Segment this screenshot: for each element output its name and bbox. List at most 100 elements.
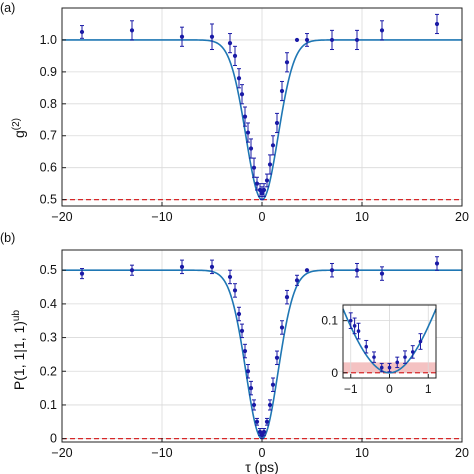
panel-b-xtick-label-4: 20	[455, 446, 469, 460]
panel-a-point-22	[294, 37, 300, 43]
panel-a-point-16	[264, 178, 270, 183]
panel-b-point-2	[179, 264, 185, 269]
panel-b-point-15	[261, 429, 267, 434]
panel-b-xtick-label-2: 0	[259, 446, 266, 460]
inset-point-10	[418, 339, 423, 344]
panel-a-point-0	[79, 29, 85, 35]
panel-a-ytick-label-1: 0.6	[40, 161, 57, 175]
panel-b-point-19	[274, 355, 280, 360]
inset-point-3	[364, 344, 369, 349]
panel-a-point-21	[284, 60, 290, 65]
panel-a-point-1	[129, 28, 135, 33]
panel-b-ytick-label-5: 0.5	[40, 263, 57, 277]
panel-a-xtick-label-3: 10	[355, 210, 369, 224]
panel-a-point-23	[304, 37, 310, 43]
panel-a-xtick-label-0: −20	[51, 210, 72, 224]
panel-b-point-20	[279, 325, 285, 330]
panel-b-point-9	[245, 369, 251, 374]
inset-point-6	[387, 365, 392, 370]
panel-a-point-18	[270, 143, 276, 148]
panel-a-ytick-label-2: 0.7	[40, 129, 57, 143]
panel-a-point-9	[245, 130, 251, 135]
panel-b-ytick-label-0: 0	[50, 432, 57, 446]
inset-point-4	[372, 355, 376, 359]
panel-a-xtick-label-1: −10	[151, 210, 172, 224]
panel-b-point-4	[227, 274, 233, 280]
inset-xtick-label-1: 0	[386, 382, 393, 396]
panel-a-point-20	[279, 88, 285, 94]
inset-xtick-label-2: 1	[425, 382, 432, 396]
panel-b-inset: −1 0 1 0 0.1	[321, 304, 437, 396]
inset-point-5	[379, 365, 384, 370]
panel-b-point-18	[270, 382, 276, 387]
panel-b-point-1	[129, 268, 135, 273]
inset-ytick-label-0: 0	[331, 366, 338, 380]
panel-label-b: (b)	[0, 231, 15, 245]
panel-b-ytick-label-1: 0.1	[40, 398, 57, 412]
panel-a-point-5	[232, 53, 238, 59]
panel-b-xlabel: τ (ps)	[245, 459, 279, 474]
panel-b-ylabel: P(1, 1|1, 1)ub	[11, 309, 27, 390]
panel-a-ylabel: g(2)	[11, 118, 27, 138]
panel-a-point-17	[267, 162, 273, 167]
panel-b-point-10	[248, 386, 254, 391]
inset-point-7	[395, 360, 400, 365]
panel-b-point-11	[251, 402, 257, 408]
inset-point-1	[352, 324, 357, 328]
panel-a-point-27	[434, 21, 440, 27]
inset-point-0	[348, 318, 353, 323]
inset-xtick-label-0: −1	[344, 382, 358, 396]
panel-b-point-3	[209, 264, 215, 269]
inset-ytick-label-1: 0.1	[321, 314, 338, 328]
panel-a-point-10	[248, 146, 254, 151]
panel-b-point-7	[239, 328, 245, 333]
panel-a-ytick-label-3: 0.8	[40, 97, 57, 111]
panel-a-point-4	[227, 41, 233, 46]
panel-a-point-14	[259, 191, 265, 196]
panel-a-point-11	[251, 165, 257, 170]
panel-b-point-5	[232, 288, 238, 293]
panel-b-point-17	[267, 402, 273, 408]
panel-b-point-16	[264, 419, 270, 424]
panel-a-point-15	[261, 187, 267, 193]
panel-a-ytick-label-4: 0.9	[40, 65, 57, 79]
panel-b-point-0	[79, 271, 85, 276]
panel-b-point-23	[304, 268, 310, 273]
panel-b-point-8	[242, 348, 248, 354]
panel-a-point-24	[329, 37, 335, 43]
panel-a-point-19	[274, 120, 280, 126]
panel-a-point-25	[354, 37, 360, 43]
panel-a-xtick-label-2: 0	[259, 210, 266, 224]
panel-b-point-26	[379, 271, 385, 276]
panel-a-point-8	[242, 114, 248, 119]
panel-b-xtick-label-0: −20	[51, 446, 72, 460]
inset-point-8	[403, 355, 407, 359]
inset-point-9	[410, 350, 415, 354]
panel-a-xtick-label-4: 20	[455, 210, 469, 224]
panel-b-xtick-label-1: −10	[151, 446, 172, 460]
panel-b-point-24	[329, 268, 335, 273]
panel-b-point-6	[236, 311, 242, 317]
panel-b-point-27	[434, 261, 440, 266]
panel-a-point-2	[179, 34, 185, 39]
panel-b-xtick-label-3: 10	[355, 446, 369, 460]
panel-a-ytick-label-0: 0.5	[40, 193, 57, 207]
panel-b-point-22	[294, 278, 300, 283]
panel-a-point-3	[209, 34, 215, 39]
panel-a-point-26	[379, 28, 385, 33]
inset-point-2	[356, 329, 361, 333]
panel-a-plot: −20 −10 0 10 20 0.5 0.6 0.7 0.8 0.9 1.0	[40, 7, 469, 224]
panel-a-point-7	[239, 92, 245, 97]
panel-a-point-12	[254, 181, 260, 186]
panel-a-point-13	[257, 187, 263, 193]
panel-b-ytick-label-4: 0.4	[40, 297, 57, 311]
panel-a-ytick-label-5: 1.0	[40, 33, 57, 47]
panel-b-point-21	[284, 295, 290, 300]
panel-a-point-6	[236, 76, 242, 81]
panel-b-ytick-label-2: 0.2	[40, 364, 57, 378]
panel-b-ytick-label-3: 0.3	[40, 331, 57, 345]
panel-label-a: (a)	[0, 1, 15, 15]
panel-b-point-12	[254, 419, 260, 424]
